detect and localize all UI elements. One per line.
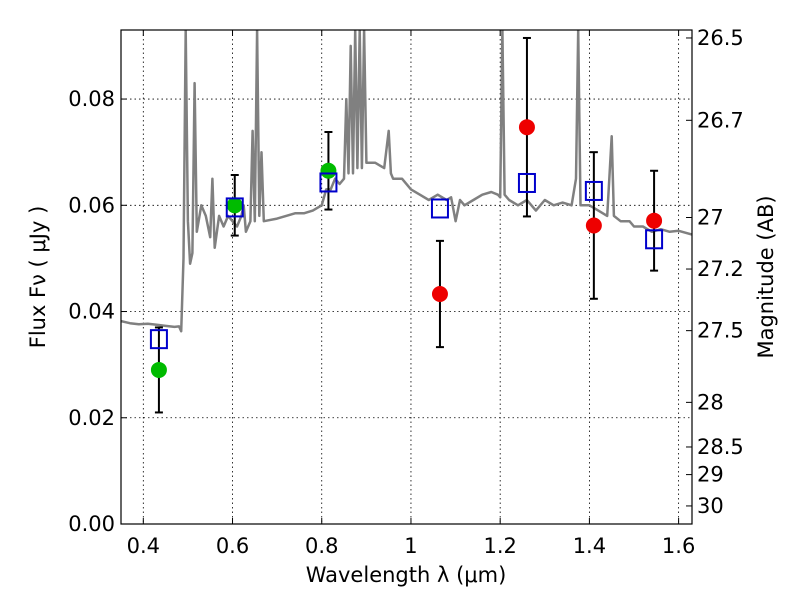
- right-axis-label: Magnitude (AB): [754, 195, 778, 358]
- model-point: [584, 180, 603, 201]
- observed-point: [150, 361, 167, 378]
- right-tick-label: 27.5: [697, 319, 744, 343]
- x-tick-label: 1.6: [662, 534, 695, 558]
- right-tick-label: 26.5: [697, 26, 744, 50]
- y-tick-label: 0.02: [68, 406, 115, 430]
- y-tick-label: 0.04: [68, 300, 115, 324]
- x-tick-label: 1.4: [573, 534, 606, 558]
- model-point: [645, 229, 664, 250]
- x-tick-label: 0.6: [216, 534, 249, 558]
- model-point: [149, 329, 168, 350]
- observed-point: [226, 197, 243, 214]
- y-axis-label: Flux Fν ( μJy ): [26, 206, 50, 349]
- right-tick-label: 28.5: [697, 435, 744, 459]
- model-point: [430, 198, 449, 219]
- right-tick-label: 27.2: [697, 257, 744, 281]
- x-tick-label: 0.8: [305, 534, 338, 558]
- spectrum-line: [121, 30, 692, 333]
- x-axis-label: Wavelength λ (μm): [306, 563, 507, 587]
- model-point: [319, 172, 338, 193]
- right-tick-label: 28: [697, 390, 724, 414]
- y-tick-label: 0.00: [68, 512, 115, 536]
- observed-point: [320, 162, 337, 179]
- tick-labels: 0.4 0.6 0.8 1 1.2 1.4 1.6 0.00 0.02 0.04 0.06 0.08 2…: [68, 26, 744, 558]
- plot-frame: [120, 29, 693, 525]
- right-tick-label: 29: [697, 463, 724, 487]
- observed-point: [431, 285, 448, 302]
- observed-point: [646, 212, 663, 229]
- right-tick-label: 27: [697, 206, 724, 230]
- series-layer: [121, 30, 692, 414]
- model-point: [225, 197, 244, 218]
- right-tick-label: 26.7: [697, 108, 744, 132]
- x-tick-label: 1: [404, 534, 417, 558]
- right-tick-label: 30: [697, 494, 724, 518]
- y-tick-label: 0.08: [68, 87, 115, 111]
- y-tick-label: 0.06: [68, 193, 115, 217]
- observed-point: [585, 217, 602, 234]
- model-point: [517, 172, 536, 193]
- x-tick-label: 0.4: [127, 534, 160, 558]
- x-tick-label: 1.2: [483, 534, 516, 558]
- observed-point: [518, 119, 535, 136]
- ticks: [121, 30, 692, 525]
